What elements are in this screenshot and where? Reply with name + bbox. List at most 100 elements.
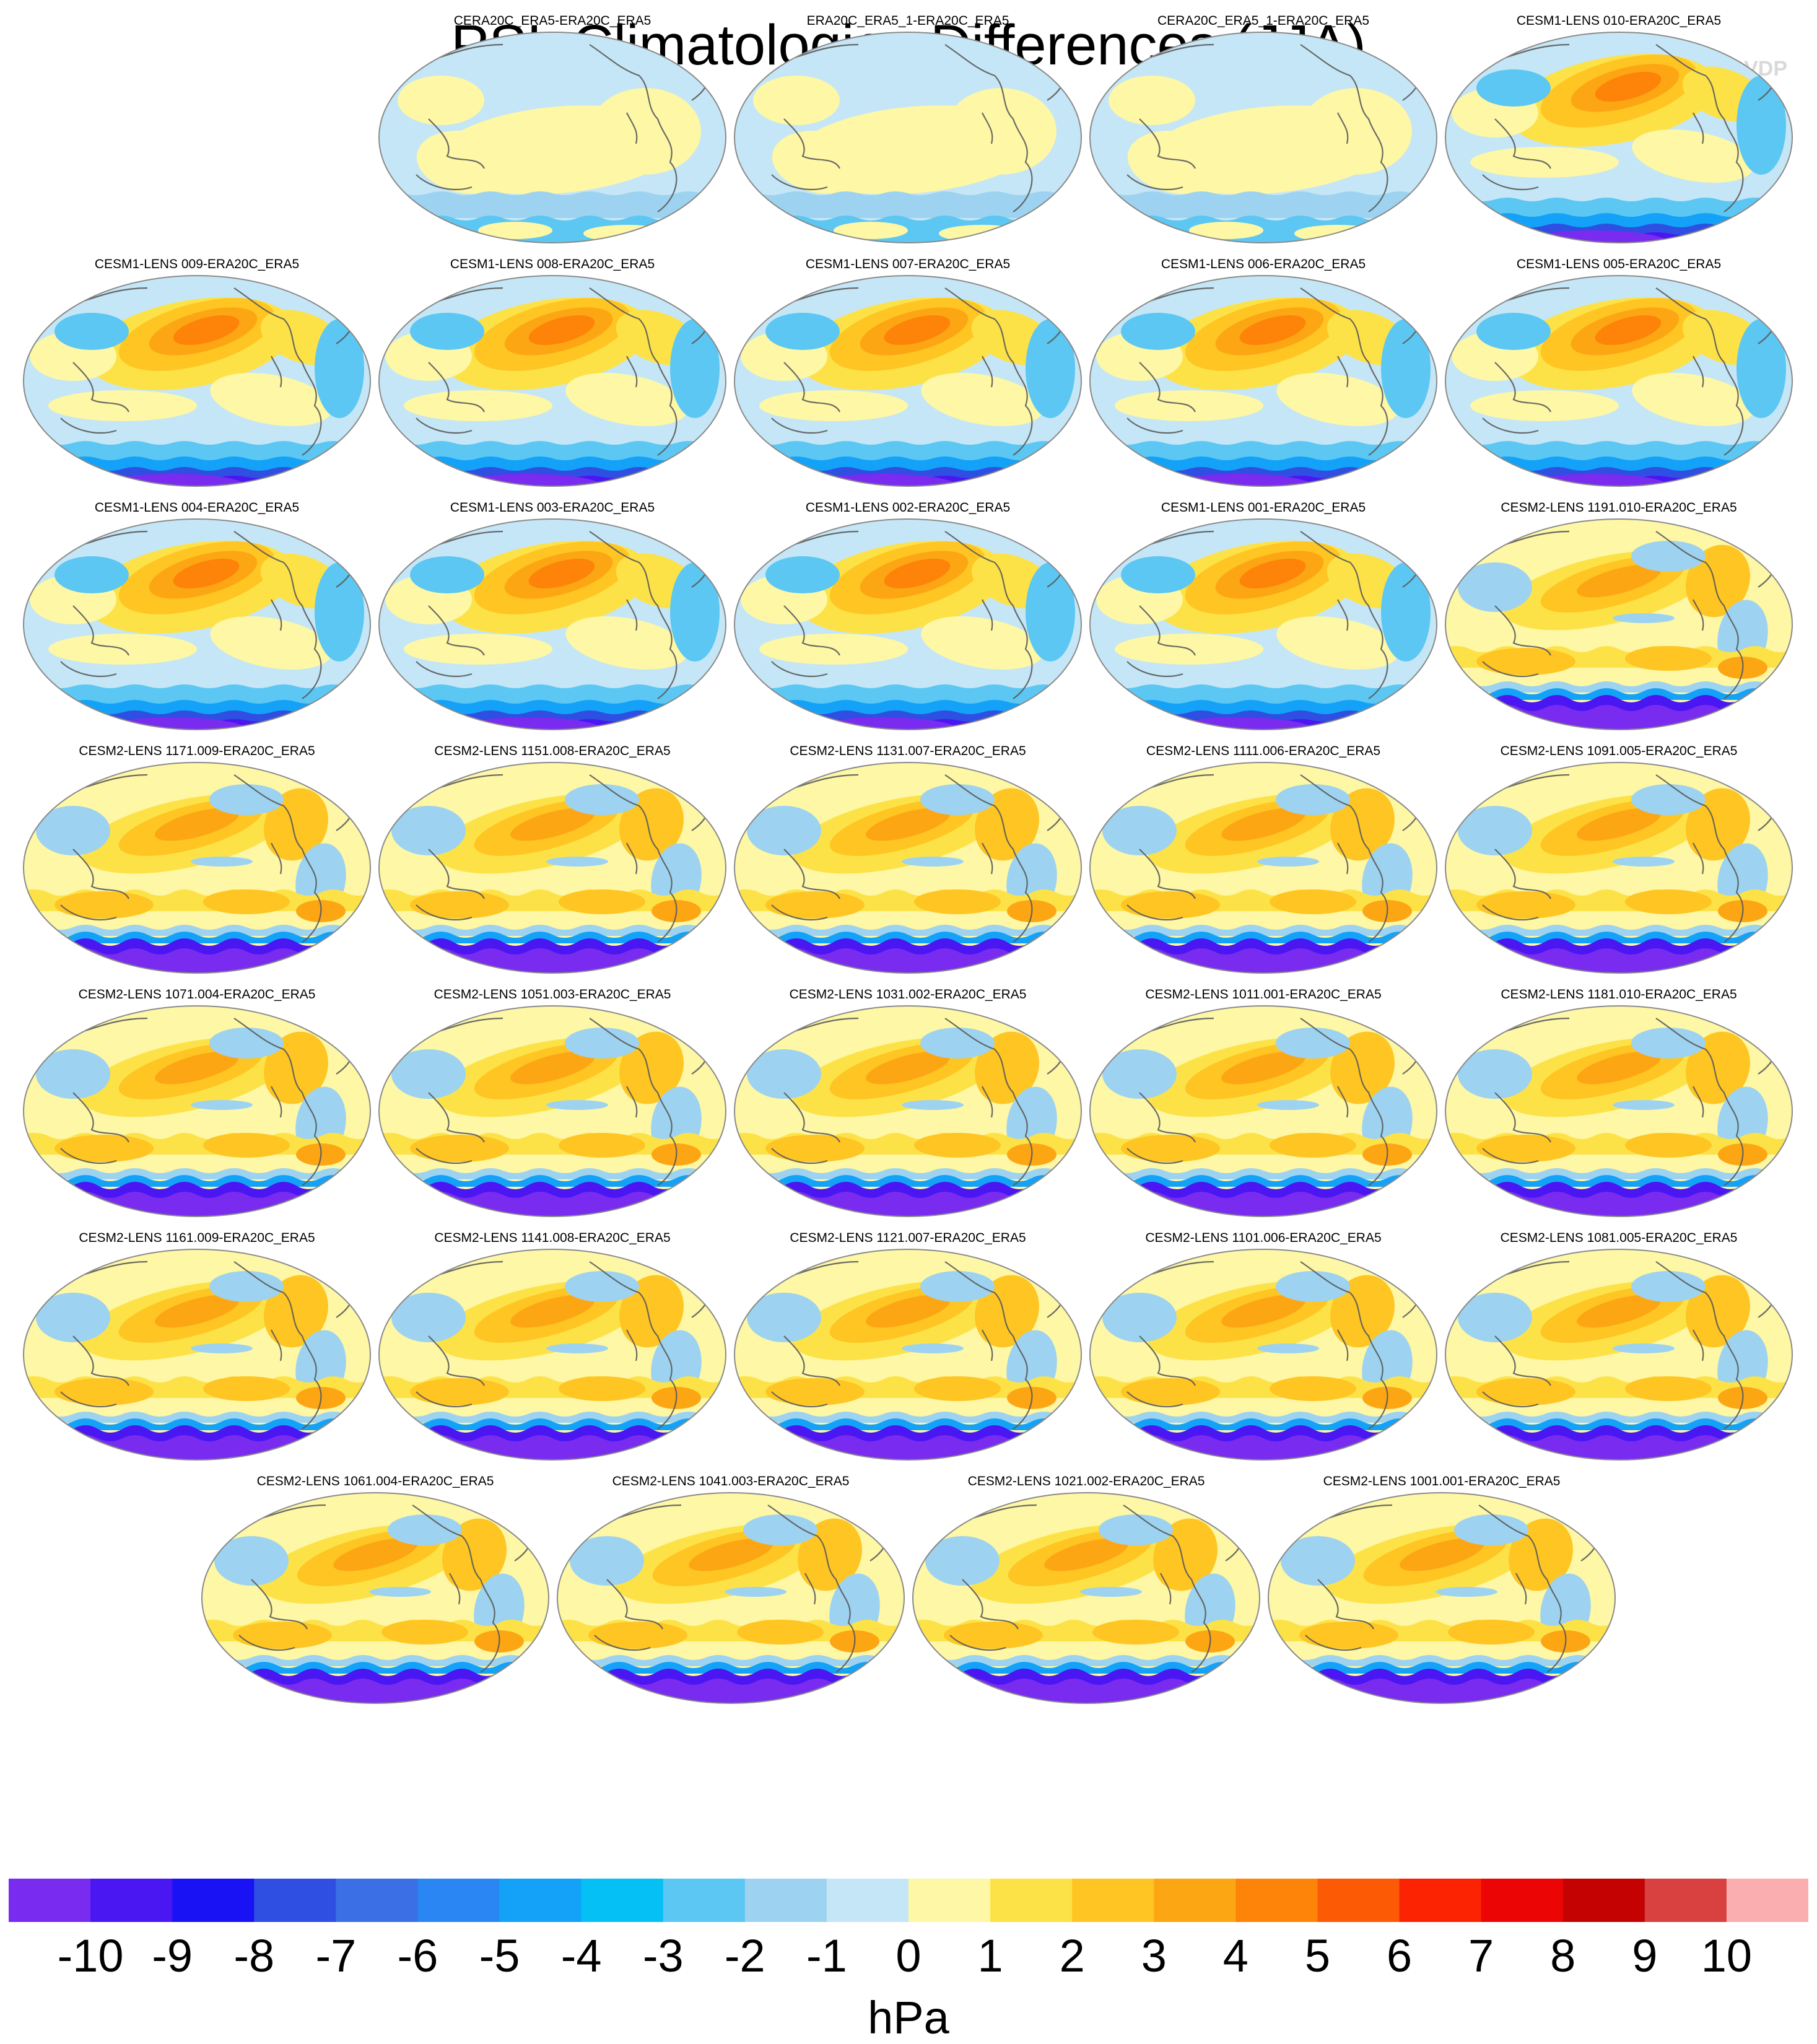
- colorbar-tick-label: -5: [479, 1930, 520, 1981]
- colorbar-tick-label: -3: [643, 1930, 684, 1981]
- map-panel: CESM2-LENS 1051.003-ERA20C_ERA5: [378, 987, 726, 1217]
- map-panel: CESM2-LENS 1171.009-ERA20C_ERA5: [23, 744, 371, 974]
- panel-label: CESM2-LENS 1081.005-ERA20C_ERA5: [1501, 1231, 1738, 1245]
- colorbar-tick-label: -6: [398, 1930, 438, 1981]
- colorbar-tick-label: 3: [1141, 1930, 1167, 1981]
- map-panel: CESM2-LENS 1071.004-ERA20C_ERA5: [23, 987, 371, 1217]
- colorbar-swatch: [1644, 1879, 1727, 1922]
- panel-label: CESM1-LENS 006-ERA20C_ERA5: [1161, 257, 1366, 271]
- colorbar-swatch: [9, 1879, 91, 1922]
- map-panel: CESM2-LENS 1191.010-ERA20C_ERA5: [1445, 500, 1793, 730]
- colorbar-tick-label: 4: [1223, 1930, 1248, 1981]
- map-panel: CESM1-LENS 010-ERA20C_ERA5: [1445, 14, 1793, 243]
- map-panel: ERA20C_ERA5_1-ERA20C_ERA5: [734, 14, 1082, 243]
- panel-label: CESM2-LENS 1111.006-ERA20C_ERA5: [1146, 744, 1380, 758]
- map-panels: CERA20C_ERA5-ERA20C_ERA5 ERA20C_ERA5_1-ER…: [23, 14, 1793, 1704]
- colorbar: -10 -9 -8 -7 -6 -5 -4 -3 -2 -1 0 1 2 3 4 5 6 7 8 9 10: [9, 1879, 1808, 1981]
- colorbar-tick-label: -8: [233, 1930, 274, 1981]
- colorbar-units: hPa: [868, 1992, 949, 2043]
- map-panel: CESM2-LENS 1131.007-ERA20C_ERA5: [734, 744, 1082, 974]
- panel-label: CESM2-LENS 1061.004-ERA20C_ERA5: [257, 1474, 494, 1488]
- colorbar-tick-label: -2: [725, 1930, 765, 1981]
- panel-label: CESM2-LENS 1121.007-ERA20C_ERA5: [790, 1231, 1026, 1245]
- colorbar-tick-label: -10: [58, 1930, 124, 1981]
- panel-label: CESM2-LENS 1161.009-ERA20C_ERA5: [79, 1231, 315, 1245]
- colorbar-tick-label: 10: [1701, 1930, 1752, 1981]
- panel-label: CESM2-LENS 1191.010-ERA20C_ERA5: [1501, 500, 1736, 515]
- colorbar-swatch: [826, 1879, 909, 1922]
- panel-label: CERA20C_ERA5_1-ERA20C_ERA5: [1157, 14, 1369, 28]
- panel-label: CESM2-LENS 1141.008-ERA20C_ERA5: [434, 1231, 670, 1245]
- colorbar-tick-label: -9: [152, 1930, 193, 1981]
- colorbar-swatch: [744, 1879, 827, 1922]
- panel-label: CESM2-LENS 1131.007-ERA20C_ERA5: [790, 744, 1026, 758]
- map-panel: CESM2-LENS 1141.008-ERA20C_ERA5: [378, 1231, 726, 1461]
- panel-label: CESM2-LENS 1001.001-ERA20C_ERA5: [1323, 1474, 1561, 1488]
- map-panel: CESM2-LENS 1091.005-ERA20C_ERA5: [1445, 744, 1793, 974]
- colorbar-swatch: [663, 1879, 746, 1922]
- colorbar-tick-label: 5: [1305, 1930, 1330, 1981]
- panel-label: CESM2-LENS 1011.001-ERA20C_ERA5: [1145, 987, 1381, 1002]
- colorbar-tick-label: -1: [806, 1930, 847, 1981]
- map-panel: CESM2-LENS 1061.004-ERA20C_ERA5: [201, 1474, 549, 1704]
- panel-label: CESM1-LENS 001-ERA20C_ERA5: [1161, 500, 1366, 515]
- map-panel: CESM2-LENS 1101.006-ERA20C_ERA5: [1089, 1231, 1437, 1461]
- colorbar-swatch: [172, 1879, 255, 1922]
- map-panel: CERA20C_ERA5_1-ERA20C_ERA5: [1089, 14, 1437, 243]
- panel-label: CESM1-LENS 008-ERA20C_ERA5: [450, 257, 655, 271]
- colorbar-tick-label: -4: [561, 1930, 602, 1981]
- map-panel: CESM2-LENS 1121.007-ERA20C_ERA5: [734, 1231, 1082, 1461]
- panel-label: CERA20C_ERA5-ERA20C_ERA5: [454, 14, 651, 28]
- panel-label: CESM1-LENS 004-ERA20C_ERA5: [95, 500, 299, 515]
- panel-label: ERA20C_ERA5_1-ERA20C_ERA5: [807, 14, 1009, 28]
- panel-label: CESM2-LENS 1051.003-ERA20C_ERA5: [434, 987, 671, 1002]
- colorbar-swatch: [1235, 1879, 1318, 1922]
- colorbar-tick-label: -7: [315, 1930, 356, 1981]
- panel-label: CESM2-LENS 1151.008-ERA20C_ERA5: [434, 744, 670, 758]
- colorbar-swatch: [336, 1879, 418, 1922]
- map-panel: CESM2-LENS 1111.006-ERA20C_ERA5: [1089, 744, 1437, 974]
- colorbar-swatch: [417, 1879, 500, 1922]
- panel-label: CESM1-LENS 010-ERA20C_ERA5: [1517, 14, 1721, 28]
- colorbar-swatch: [1399, 1879, 1482, 1922]
- colorbar-tick-label: 7: [1468, 1930, 1494, 1981]
- colorbar-swatch: [908, 1879, 991, 1922]
- colorbar-swatch: [1154, 1879, 1236, 1922]
- map-panel: CESM1-LENS 007-ERA20C_ERA5: [734, 257, 1082, 487]
- colorbar-swatch: [1481, 1879, 1564, 1922]
- map-panel: CESM2-LENS 1031.002-ERA20C_ERA5: [734, 987, 1082, 1217]
- panel-label: CESM2-LENS 1171.009-ERA20C_ERA5: [79, 744, 315, 758]
- colorbar-swatch: [1562, 1879, 1645, 1922]
- colorbar-tick-label: 9: [1632, 1930, 1657, 1981]
- colorbar-swatch: [1317, 1879, 1400, 1922]
- panel-label: CESM2-LENS 1021.002-ERA20C_ERA5: [968, 1474, 1205, 1488]
- map-panel: CESM1-LENS 002-ERA20C_ERA5: [734, 500, 1082, 730]
- colorbar-swatch: [1072, 1879, 1154, 1922]
- map-panel: CESM2-LENS 1151.008-ERA20C_ERA5: [378, 744, 726, 974]
- panel-label: CESM1-LENS 002-ERA20C_ERA5: [806, 500, 1010, 515]
- panel-label: CESM2-LENS 1091.005-ERA20C_ERA5: [1501, 744, 1738, 758]
- panel-label: CESM1-LENS 009-ERA20C_ERA5: [95, 257, 299, 271]
- map-panel: CESM2-LENS 1181.010-ERA20C_ERA5: [1445, 987, 1793, 1217]
- colorbar-tick-label: 6: [1387, 1930, 1412, 1981]
- panel-label: CESM2-LENS 1101.006-ERA20C_ERA5: [1145, 1231, 1381, 1245]
- colorbar-swatch: [1726, 1879, 1808, 1922]
- map-panel: CESM1-LENS 009-ERA20C_ERA5: [23, 257, 371, 487]
- colorbar-tick-label: 8: [1550, 1930, 1575, 1981]
- colorbar-swatch: [254, 1879, 336, 1922]
- panel-label: CESM2-LENS 1181.010-ERA20C_ERA5: [1501, 987, 1736, 1002]
- map-panel: CESM2-LENS 1161.009-ERA20C_ERA5: [23, 1231, 371, 1461]
- map-panel: CESM1-LENS 004-ERA20C_ERA5: [23, 500, 371, 730]
- panel-label: CESM2-LENS 1041.003-ERA20C_ERA5: [612, 1474, 850, 1488]
- panel-label: CESM1-LENS 005-ERA20C_ERA5: [1517, 257, 1721, 271]
- map-panel: CESM2-LENS 1021.002-ERA20C_ERA5: [912, 1474, 1260, 1704]
- colorbar-swatch: [581, 1879, 664, 1922]
- colorbar-tick-label: 2: [1060, 1930, 1085, 1981]
- map-panel: CESM2-LENS 1011.001-ERA20C_ERA5: [1089, 987, 1437, 1217]
- panel-label: CESM2-LENS 1071.004-ERA20C_ERA5: [79, 987, 316, 1002]
- colorbar-swatch: [499, 1879, 582, 1922]
- colorbar-swatch: [90, 1879, 173, 1922]
- map-panel: CESM2-LENS 1041.003-ERA20C_ERA5: [557, 1474, 905, 1704]
- colorbar-tick-label: 0: [895, 1930, 921, 1981]
- panel-label: CESM1-LENS 007-ERA20C_ERA5: [806, 257, 1010, 271]
